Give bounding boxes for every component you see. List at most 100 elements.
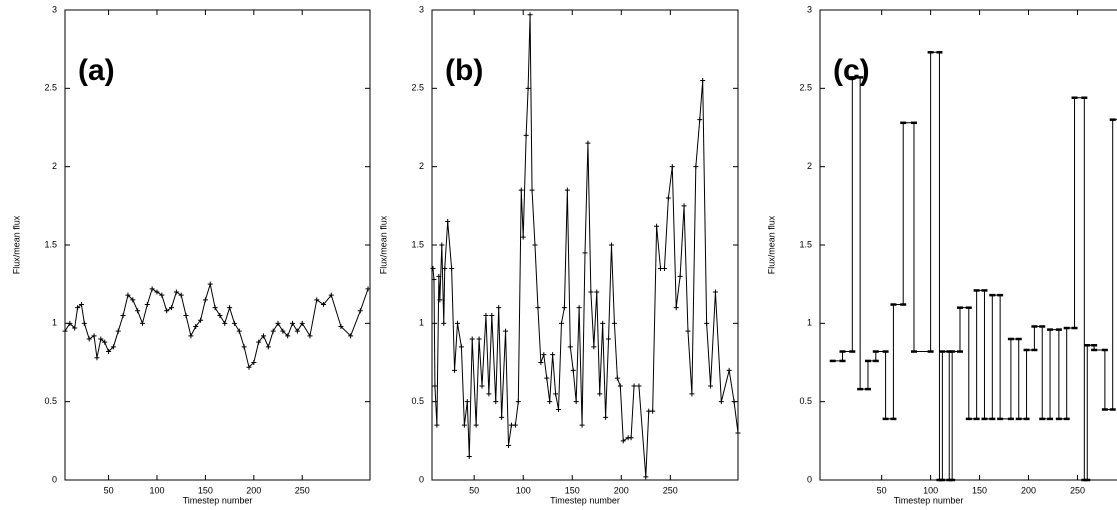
marker	[564, 187, 570, 193]
marker	[222, 320, 228, 326]
marker	[212, 305, 218, 311]
marker	[661, 266, 667, 271]
marker	[643, 474, 649, 480]
marker	[458, 344, 464, 350]
y-tick-label: 1	[807, 318, 812, 328]
x-tick-label: 250	[295, 485, 310, 495]
marker	[527, 12, 533, 18]
marker	[338, 323, 344, 329]
marker	[538, 360, 544, 365]
marker	[98, 336, 104, 342]
marker	[285, 333, 291, 339]
marker	[231, 320, 237, 326]
marker	[731, 399, 737, 405]
marker	[520, 234, 526, 240]
marker	[434, 422, 440, 428]
marker	[241, 344, 247, 350]
marker	[579, 422, 585, 428]
marker	[726, 367, 732, 373]
marker	[567, 344, 573, 350]
marker	[183, 313, 189, 318]
marker	[617, 383, 623, 389]
y-tick-label: 0	[807, 474, 812, 484]
y-tick-label: 2.5	[799, 83, 812, 93]
marker	[135, 308, 141, 314]
marker	[525, 85, 531, 91]
marker	[260, 333, 266, 339]
marker	[164, 308, 170, 314]
marker	[149, 286, 155, 292]
marker	[588, 289, 594, 295]
marker	[689, 391, 695, 397]
y-tick-label: 3	[419, 4, 424, 14]
marker	[550, 352, 556, 358]
x-tick-label: 150	[198, 485, 213, 495]
marker	[461, 422, 467, 428]
x-tick-label: 100	[923, 485, 938, 495]
marker	[570, 367, 576, 373]
data-line	[64, 284, 369, 369]
data-line	[432, 14, 739, 477]
y-axis-label: Flux/mean flux	[11, 215, 21, 274]
marker	[556, 407, 562, 412]
marker	[441, 320, 447, 326]
marker	[275, 320, 281, 326]
marker	[677, 273, 683, 279]
marker	[697, 117, 703, 123]
marker	[227, 305, 233, 311]
marker	[270, 328, 276, 334]
marker	[78, 302, 84, 308]
marker	[535, 305, 541, 311]
marker	[665, 195, 671, 201]
y-tick-label: 0.5	[44, 396, 57, 406]
marker	[442, 266, 448, 271]
data-line	[832, 51, 1117, 481]
marker	[106, 349, 112, 355]
marker	[523, 132, 529, 138]
x-axis-label: Timestep number	[183, 495, 253, 505]
y-tick-label: 2	[419, 161, 424, 171]
marker	[553, 391, 559, 397]
marker	[432, 383, 438, 389]
marker	[503, 328, 509, 334]
marker	[236, 328, 242, 334]
x-tick-label: 250	[663, 485, 678, 495]
marker	[620, 438, 626, 444]
marker	[496, 305, 502, 311]
marker	[735, 430, 741, 436]
x-tick-label: 50	[877, 485, 887, 495]
y-tick-label: 2	[807, 161, 812, 171]
x-axis-label: Timestep number	[894, 495, 964, 505]
y-tick-label: 2.5	[44, 83, 57, 93]
marker	[280, 328, 286, 334]
x-tick-label: 200	[246, 485, 261, 495]
marker	[365, 286, 371, 292]
y-tick-label: 1	[52, 318, 57, 328]
marker	[473, 422, 479, 428]
marker	[72, 325, 78, 331]
marker	[328, 292, 334, 298]
x-tick-label: 100	[516, 485, 531, 495]
marker	[115, 328, 121, 334]
y-tick-label: 0.5	[799, 396, 812, 406]
marker	[307, 333, 313, 339]
marker	[576, 305, 582, 311]
y-tick-label: 1	[419, 318, 424, 328]
marker	[486, 391, 492, 397]
marker	[541, 352, 547, 358]
marker	[81, 320, 87, 326]
marker	[603, 414, 609, 420]
marker	[685, 328, 691, 334]
marker	[594, 289, 600, 295]
marker	[628, 435, 634, 441]
y-tick-label: 1.5	[411, 239, 424, 249]
x-axis-label: Timestep number	[550, 495, 620, 505]
marker	[439, 242, 445, 248]
marker	[650, 408, 656, 414]
marker	[614, 375, 620, 381]
marker	[518, 187, 524, 193]
marker	[611, 320, 617, 326]
marker	[290, 320, 296, 326]
